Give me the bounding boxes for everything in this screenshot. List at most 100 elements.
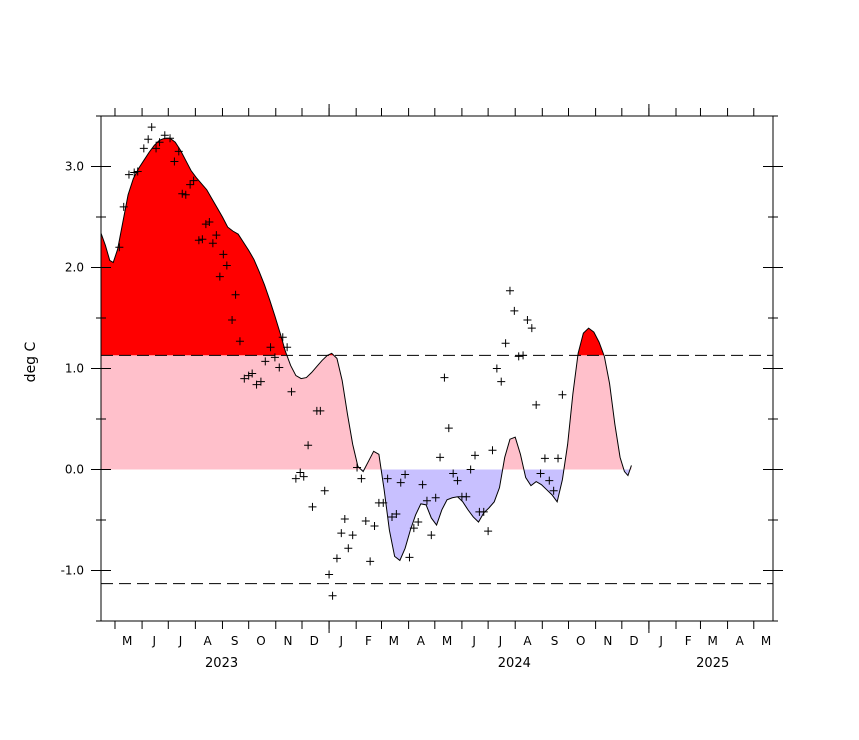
data-point-marker — [328, 591, 337, 600]
x-month-label: A — [736, 634, 745, 648]
x-month-label: A — [417, 634, 426, 648]
data-point-marker — [215, 272, 224, 281]
data-point-marker — [527, 324, 536, 333]
fill-weak-warm — [101, 355, 632, 470]
observation-markers — [115, 123, 567, 600]
data-point-marker — [409, 524, 418, 533]
x-month-label: M — [708, 634, 718, 648]
data-point-marker — [370, 522, 379, 531]
data-point-marker — [124, 170, 133, 179]
data-point-marker — [248, 369, 257, 378]
data-point-marker — [201, 220, 210, 229]
y-tick-label: -1.0 — [61, 564, 84, 578]
threshold-lines — [101, 354, 773, 585]
x-month-label: N — [284, 634, 293, 648]
data-point-marker — [240, 374, 249, 383]
x-month-label: O — [256, 634, 265, 648]
x-month-label: M — [389, 634, 399, 648]
data-point-marker — [396, 478, 405, 487]
data-point-marker — [492, 364, 501, 373]
x-year-label: 2024 — [498, 656, 531, 671]
data-point-marker — [353, 463, 362, 472]
data-point-marker — [401, 470, 410, 479]
data-point-marker — [198, 235, 207, 244]
x-month-label: D — [310, 634, 319, 648]
x-month-label: J — [498, 634, 503, 648]
y-tick-label: 0.0 — [65, 463, 84, 477]
data-point-marker — [361, 517, 370, 526]
data-point-marker — [308, 502, 317, 511]
data-point-marker — [278, 333, 287, 342]
data-point-marker — [115, 243, 124, 252]
data-point-marker — [325, 570, 334, 579]
x-month-label: N — [603, 634, 612, 648]
x-month-label: M — [122, 634, 132, 648]
data-point-marker — [299, 472, 308, 481]
data-point-marker — [519, 351, 528, 360]
data-point-marker — [444, 424, 453, 433]
y-axis-title: deg C — [23, 341, 39, 382]
data-point-marker — [332, 554, 341, 563]
data-point-marker — [291, 474, 300, 483]
y-tick-label: 1.0 — [65, 362, 84, 376]
data-point-marker — [244, 371, 253, 380]
data-point-marker — [133, 167, 142, 176]
x-year-label: 2023 — [205, 656, 238, 671]
data-point-marker — [147, 123, 156, 132]
data-point-marker — [275, 363, 284, 372]
data-point-marker — [231, 290, 240, 299]
data-point-marker — [219, 250, 228, 259]
x-month-label: S — [551, 634, 559, 648]
data-point-marker — [501, 339, 510, 348]
data-point-marker — [383, 474, 392, 483]
data-point-marker — [497, 377, 506, 386]
fill-strong-warm — [101, 138, 604, 356]
data-point-marker — [449, 469, 458, 478]
data-point-marker — [283, 343, 292, 352]
y-tick-label: 2.0 — [65, 261, 84, 275]
x-month-label: J — [658, 634, 663, 648]
x-month-label: J — [339, 634, 344, 648]
x-month-label: M — [442, 634, 452, 648]
axis-ticks — [91, 104, 783, 633]
data-point-marker — [387, 512, 396, 521]
data-point-marker — [296, 468, 305, 477]
data-point-marker — [119, 202, 128, 211]
data-point-marker — [549, 486, 558, 495]
data-point-marker — [266, 343, 275, 352]
data-point-marker — [348, 531, 357, 540]
data-point-marker — [484, 527, 493, 536]
data-point-marker — [523, 316, 532, 325]
anomaly-fill-areas — [101, 138, 632, 561]
data-point-marker — [536, 469, 545, 478]
data-point-marker — [379, 498, 388, 507]
data-point-marker — [488, 446, 497, 455]
series-line — [100, 137, 632, 562]
data-point-marker — [152, 144, 161, 153]
data-point-marker — [440, 373, 449, 382]
data-point-marker — [316, 406, 325, 415]
data-point-marker — [414, 518, 423, 527]
data-point-marker — [366, 557, 375, 566]
data-point-marker — [554, 454, 563, 463]
data-point-marker — [558, 390, 567, 399]
data-point-marker — [405, 553, 414, 562]
x-month-label: O — [576, 634, 585, 648]
data-point-marker — [540, 454, 549, 463]
data-point-marker — [510, 306, 519, 315]
data-point-marker — [261, 357, 270, 366]
data-point-marker — [256, 377, 265, 386]
data-point-marker — [436, 453, 445, 462]
data-point-marker — [545, 476, 554, 485]
x-month-label: S — [231, 634, 239, 648]
data-point-marker — [532, 400, 541, 409]
x-month-label: F — [365, 634, 372, 648]
data-point-marker — [392, 509, 401, 518]
x-month-label: J — [152, 634, 157, 648]
data-point-marker — [287, 387, 296, 396]
x-month-label: J — [471, 634, 476, 648]
data-point-marker — [422, 496, 431, 505]
data-point-marker — [160, 131, 169, 140]
data-point-marker — [471, 451, 480, 460]
